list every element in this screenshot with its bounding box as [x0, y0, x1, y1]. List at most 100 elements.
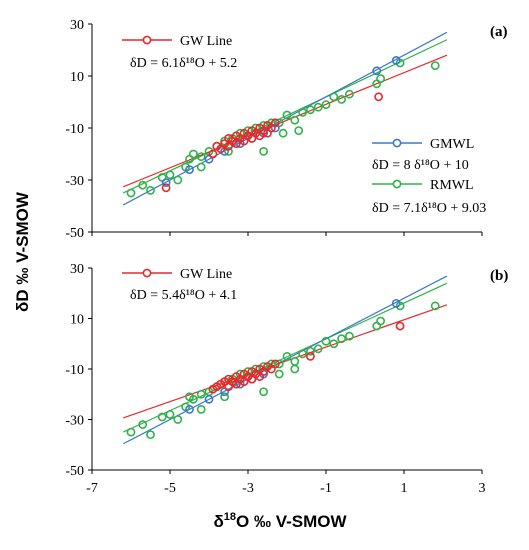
- y-tick-label: 30: [70, 18, 84, 33]
- gw-regression-line: [122, 54, 448, 188]
- rmwl-point: [188, 149, 198, 159]
- x-tick-label: -7: [86, 481, 98, 496]
- y-tick-label: -50: [65, 464, 84, 479]
- rmwl-point: [337, 95, 346, 104]
- rmwl-point: [305, 346, 315, 356]
- rmwl-point: [329, 92, 339, 102]
- legend-equation-gw: δD = 5.4δ¹⁸O + 4.1: [130, 288, 237, 303]
- gw-point: [374, 92, 384, 102]
- rmwl-point: [165, 410, 175, 419]
- rmwl-point: [298, 349, 307, 359]
- legend-name-gmwl: GMWL: [430, 137, 474, 152]
- rmwl-point: [282, 110, 292, 120]
- rmwl-point: [430, 61, 440, 70]
- rmwl-point: [220, 392, 229, 402]
- gw-point: [247, 133, 257, 143]
- rmwl-point: [294, 126, 304, 136]
- rmwl-point: [337, 334, 346, 344]
- rmwl-point: [173, 415, 183, 424]
- rmwl-point: [146, 185, 155, 195]
- gw-point: [239, 136, 249, 146]
- gw-point: [224, 382, 233, 392]
- y-tick-label: 10: [70, 313, 84, 328]
- y-tick-label: -10: [65, 363, 84, 378]
- y-tick-label: 30: [70, 262, 84, 277]
- rmwl-point: [274, 359, 284, 369]
- rmwl-point: [298, 108, 307, 117]
- rmwl-point: [196, 162, 206, 172]
- rmwl-point: [165, 170, 175, 180]
- legend-name-rmwl: RMWL: [430, 178, 474, 193]
- gw-point: [395, 321, 405, 331]
- gmwl-point: [391, 298, 401, 308]
- gw-point: [247, 374, 257, 384]
- x-tick-label: 3: [479, 481, 486, 496]
- rmwl-point: [173, 175, 183, 185]
- gw-point: [161, 183, 171, 193]
- gw-point: [231, 139, 241, 148]
- gw-point: [208, 149, 218, 159]
- legend-equation-gmwl: δD = 8 δ¹⁸O + 10: [372, 158, 469, 173]
- gmwl-point: [161, 178, 171, 187]
- rmwl-point: [376, 316, 385, 326]
- gw-point: [270, 359, 280, 369]
- rmwl-point: [196, 152, 206, 161]
- rmwl-point: [321, 100, 331, 109]
- gmwl-point: [204, 394, 214, 404]
- rmwl-point: [224, 146, 233, 156]
- rmwl-point: [188, 394, 198, 404]
- x-tick-label: -1: [320, 481, 332, 496]
- rmwl-point: [344, 89, 354, 99]
- x-tick-label: -3: [242, 481, 254, 496]
- rmwl-point: [344, 331, 354, 341]
- rmwl-point: [196, 389, 206, 399]
- rmwl-regression-line: [122, 39, 448, 194]
- rmwl-point: [305, 105, 315, 115]
- x-tick-label: -5: [164, 481, 176, 496]
- rmwl-regression-line: [122, 282, 448, 433]
- panel-b: 30 10 -10 -30 -50-7 -5 -3 -1 1 3 (b) GW Line δD = 5.…: [65, 262, 508, 496]
- rmwl-point: [274, 369, 284, 379]
- gmwl-point: [185, 404, 194, 414]
- gw-point: [239, 377, 249, 387]
- gmwl-point: [270, 123, 280, 133]
- rmwl-point: [313, 102, 323, 112]
- rmwl-point: [146, 430, 155, 440]
- x-tick-label: 1: [401, 481, 408, 496]
- gw-point: [231, 379, 241, 389]
- legend-marker-gw: [142, 35, 152, 45]
- panel-label: (a): [490, 24, 508, 40]
- rmwl-point: [290, 357, 300, 366]
- x-axis-label: δ18O ‰ V-SMOW: [213, 511, 347, 531]
- rmwl-point: [313, 344, 323, 354]
- rmwl-point: [126, 188, 136, 198]
- panel-label: (b): [490, 268, 508, 284]
- legend-marker-gw: [142, 268, 152, 278]
- rmwl-point: [138, 180, 148, 190]
- gw-regression-line: [123, 304, 448, 419]
- rmwl-point: [321, 336, 331, 346]
- rmwl-point: [196, 404, 206, 414]
- gw-point: [255, 372, 265, 381]
- legend-equation-gw: δD = 6.1δ¹⁸O + 5.2: [130, 56, 237, 71]
- rmwl-point: [329, 339, 339, 349]
- y-tick-label: 10: [70, 70, 84, 85]
- panel-a: 30 10 -10 -30 -50 (a) GW Line δD = 6.1δ¹⁸O + 5.…: [65, 18, 507, 241]
- legend-name-gw: GW Line: [180, 34, 232, 49]
- rmwl-point: [430, 301, 440, 311]
- gmwl-point: [185, 165, 194, 174]
- gmwl-point: [391, 56, 401, 65]
- gmwl-point: [372, 66, 382, 76]
- legend-marker-rmwl: [392, 179, 402, 189]
- legend-equation-rmwl: δD = 7.1δ¹⁸O + 9.03: [372, 201, 486, 216]
- gw-point: [224, 141, 233, 151]
- rmwl-point: [282, 351, 292, 361]
- rmwl-point: [157, 412, 167, 422]
- rmwl-point: [278, 128, 288, 138]
- gw-point: [255, 131, 265, 141]
- y-tick-label: -30: [65, 414, 84, 429]
- rmwl-point: [290, 364, 300, 374]
- rmwl-point: [138, 420, 148, 429]
- y-axis-label: δD ‰ V-SMOW: [13, 191, 32, 312]
